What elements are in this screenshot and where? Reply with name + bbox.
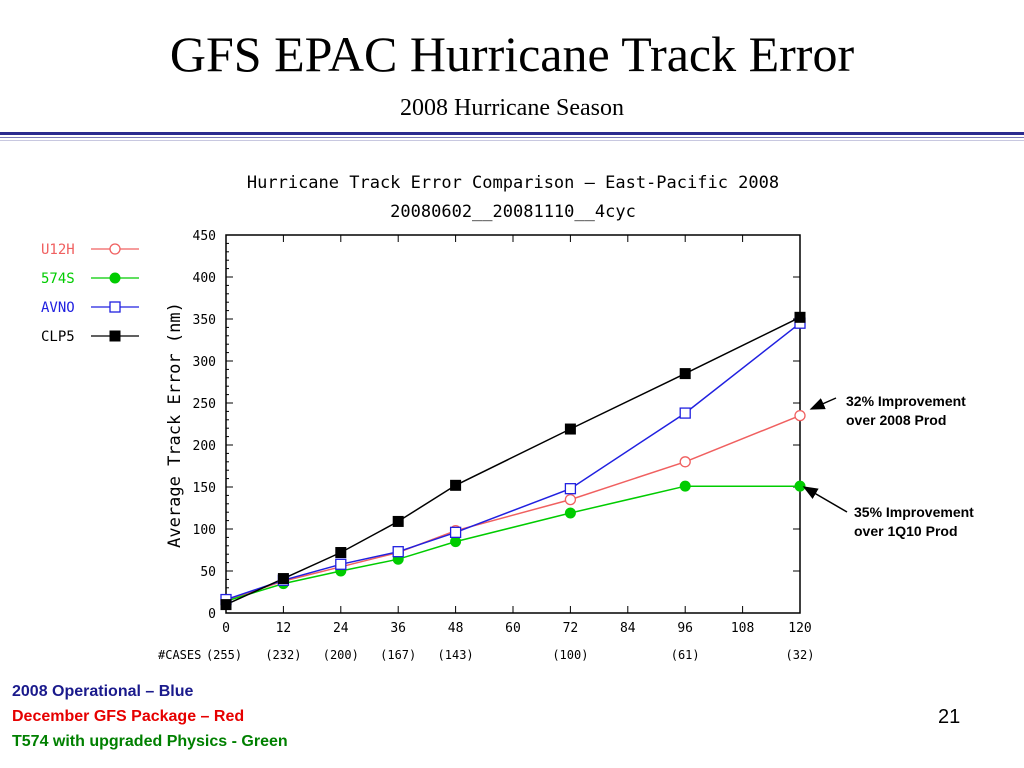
data-point	[564, 483, 577, 495]
y-tick-label: 100	[193, 523, 216, 538]
footer-note: T574 with upgraded Physics - Green	[12, 733, 288, 750]
series-line	[225, 316, 801, 606]
case-count: (167)	[380, 648, 416, 662]
x-tick-label: 108	[731, 621, 754, 636]
data-point	[277, 573, 289, 585]
x-tick-label: 12	[276, 621, 292, 636]
data-point	[335, 558, 347, 570]
y-axis-label: Average Track Error (nm)	[165, 302, 185, 548]
data-point	[679, 480, 691, 492]
case-count: (200)	[323, 648, 359, 662]
x-tick-label: 60	[505, 621, 521, 636]
y-tick-label: 250	[193, 397, 216, 412]
data-point	[564, 493, 577, 506]
data-point	[450, 479, 462, 491]
title-rule-thin	[0, 137, 1024, 138]
data-point	[679, 368, 691, 380]
legend-label: CLP5	[41, 329, 75, 345]
y-tick-label: 450	[193, 229, 216, 244]
case-count: (32)	[786, 648, 815, 662]
data-point	[564, 507, 576, 519]
case-count: (143)	[438, 648, 474, 662]
data-point	[794, 409, 806, 422]
legend-marker	[109, 243, 121, 255]
y-tick-label: 0	[208, 607, 216, 622]
case-count: (61)	[671, 648, 700, 662]
improvement-annotation: 32% Improvement over 2008 Prod	[846, 392, 966, 430]
data-point	[392, 546, 404, 558]
legend-label: U12H	[41, 242, 75, 258]
legend-label: 574S	[41, 271, 75, 287]
y-tick-label: 200	[193, 439, 216, 454]
data-point	[392, 515, 404, 527]
annotation-line: 35% Improvement	[854, 504, 974, 520]
annotation-arrow	[802, 486, 848, 513]
case-count: (232)	[265, 648, 301, 662]
slide-subtitle: 2008 Hurricane Season	[400, 95, 624, 121]
case-count: (255)	[206, 648, 242, 662]
title-rule	[0, 132, 1024, 135]
title-rule-faint	[0, 140, 1024, 141]
page-number: 21	[938, 706, 961, 728]
y-tick-label: 150	[193, 481, 216, 496]
annotation-line: over 1Q10 Prod	[854, 523, 958, 539]
data-point	[449, 526, 462, 539]
annotation-line: over 2008 Prod	[846, 412, 947, 428]
x-tick-label: 36	[390, 621, 406, 636]
data-point	[564, 423, 576, 435]
footer-note: December GFS Package – Red	[12, 708, 245, 725]
data-point	[794, 480, 806, 492]
x-tick-label: 96	[677, 621, 693, 636]
data-point	[335, 547, 347, 559]
y-tick-label: 300	[193, 355, 216, 370]
data-point	[679, 456, 691, 468]
series-line	[225, 322, 801, 601]
plot-frame	[225, 234, 801, 614]
data-point	[450, 536, 462, 548]
x-tick-label: 72	[563, 621, 579, 636]
legend-label: AVNO	[41, 300, 75, 316]
legend-marker	[109, 330, 121, 342]
annotation-line: 32% Improvement	[846, 393, 966, 409]
x-tick-label: 84	[620, 621, 636, 636]
y-tick-label: 400	[193, 271, 216, 286]
data-point	[794, 311, 806, 323]
improvement-annotation: 35% Improvement over 1Q10 Prod	[854, 503, 974, 541]
y-tick-label: 350	[193, 313, 216, 328]
data-point	[679, 407, 691, 419]
cases-label: #CASES	[158, 648, 201, 662]
x-tick-label: 48	[448, 621, 464, 636]
footer-note: 2008 Operational – Blue	[12, 683, 194, 700]
legend-marker	[109, 272, 121, 284]
data-point	[220, 599, 232, 611]
annotation-arrow	[809, 397, 837, 410]
series-line	[225, 485, 800, 602]
chart-title: Hurricane Track Error Comparison – East-…	[247, 173, 779, 193]
x-tick-label: 0	[222, 621, 230, 636]
x-tick-label: 24	[333, 621, 349, 636]
legend-marker	[109, 301, 121, 313]
y-tick-label: 50	[200, 565, 216, 580]
slide-title: GFS EPAC Hurricane Track Error	[169, 26, 855, 82]
case-count: (100)	[552, 648, 588, 662]
chart-subtitle: 20080602__20081110__4cyc	[390, 202, 636, 222]
x-tick-label: 120	[788, 621, 811, 636]
